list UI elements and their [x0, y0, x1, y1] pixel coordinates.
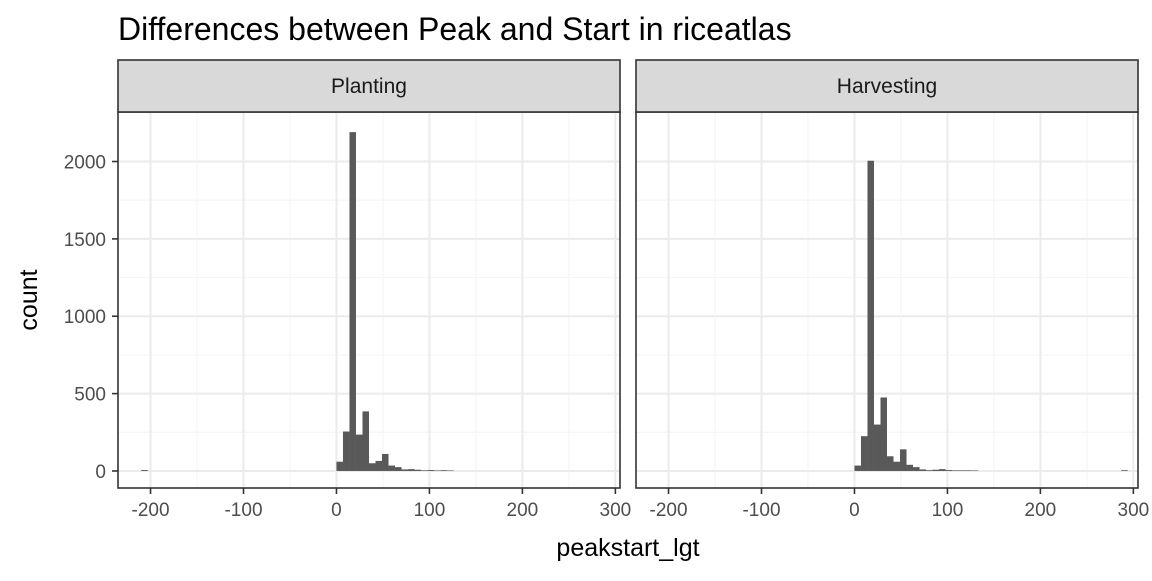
x-tick-label: 0 [331, 500, 342, 521]
y-tick-label: 1500 [64, 230, 106, 251]
facet-strip [635, 59, 1139, 113]
x-tick-label: 0 [849, 500, 860, 521]
histogram-bar [965, 470, 972, 471]
histogram-bar [854, 465, 861, 471]
histogram-bar [336, 461, 343, 471]
x-tick-label: -100 [742, 500, 780, 521]
x-tick-label: 200 [1025, 500, 1057, 521]
histogram-bar [375, 460, 383, 471]
histogram-bar [873, 424, 881, 471]
histogram-bar [434, 470, 441, 472]
histogram-bar [887, 456, 894, 471]
histogram-bar [900, 449, 907, 471]
histogram-bar [141, 470, 148, 471]
x-tick-label: 300 [600, 500, 632, 521]
histogram-bar [939, 469, 946, 471]
histogram-bar [893, 461, 901, 471]
histogram-bar [427, 470, 435, 471]
histogram-bar [952, 470, 959, 471]
y-tick-label: 1000 [64, 307, 106, 328]
x-tick-label: 200 [507, 500, 539, 521]
histogram-bar [382, 453, 389, 471]
histogram-bar [349, 132, 356, 471]
histogram-bar [421, 470, 428, 471]
facet-strip [117, 59, 621, 113]
histogram-bar [342, 431, 350, 471]
histogram-bar [440, 470, 448, 471]
y-tick-label: 2000 [64, 153, 106, 174]
histogram-bar [362, 411, 369, 471]
histogram-bar [919, 469, 927, 471]
histogram-bar [932, 469, 940, 471]
y-tick-label: 500 [74, 385, 106, 406]
histogram-bar [958, 470, 966, 471]
histogram-bar [913, 467, 920, 471]
histogram-bar [395, 467, 402, 471]
histogram-bar [860, 436, 868, 471]
histogram-bar [1121, 470, 1128, 471]
histogram-bar [408, 469, 415, 471]
histogram-bar [880, 397, 887, 471]
histogram-bar [447, 470, 454, 472]
x-tick-label: 100 [932, 500, 964, 521]
histogram-bar [414, 469, 422, 471]
histogram-bar [926, 470, 933, 471]
x-tick-label: -200 [132, 500, 170, 521]
histogram-bar [867, 160, 874, 471]
x-axis-title: peakstart_lgt [556, 534, 699, 562]
facet-strip-label: Harvesting [837, 75, 937, 98]
histogram-bar [388, 465, 396, 471]
x-tick-label: 100 [414, 500, 446, 521]
facet-panel-planting: Planting -200 -100 0 100 200 300 0 500 1000 1500 20… [64, 59, 632, 521]
histogram-bar [906, 464, 914, 471]
facet-panel-harvesting: Harvesting -200 -100 0 100 200 300 [635, 59, 1150, 521]
x-tick-label: 300 [1118, 500, 1150, 521]
y-tick-label: 0 [95, 462, 106, 483]
chart-title: Differences between Peak and Start in ri… [118, 11, 792, 47]
x-tick-label: -200 [650, 500, 688, 521]
histogram-bar [369, 463, 376, 471]
histogram-bar [355, 434, 363, 471]
histogram-bar [401, 469, 409, 471]
y-axis-title: count [15, 269, 43, 330]
x-tick-label: -100 [224, 500, 262, 521]
histogram-bar [971, 470, 979, 472]
facet-strip-label: Planting [331, 75, 407, 98]
facet-panels: Planting-200 -100 0 100 200 30005001000150020… [64, 59, 1150, 521]
histogram-bar [945, 470, 953, 471]
